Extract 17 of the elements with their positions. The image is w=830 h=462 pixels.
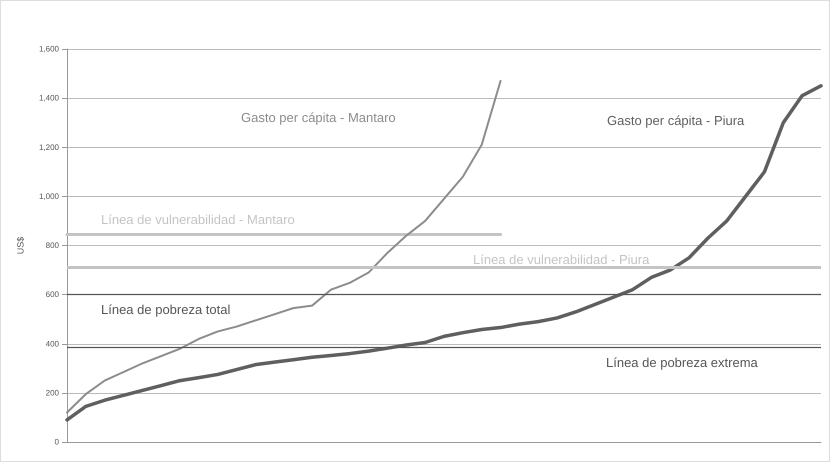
text: Gasto per cápita - Piura [607,113,746,128]
y-tick-label: 1,400 [38,94,60,103]
y-axis-title: US$ [16,236,26,254]
ref-line-label: Línea de pobreza extrema [606,355,759,370]
y-tick-label: 600 [46,290,60,300]
y-tick-label: 1,200 [38,142,60,152]
ref-line-label: Línea de pobreza total [101,302,230,317]
y-tick-label: 1,000 [38,192,60,201]
y-tick-label: 400 [46,339,60,348]
ref-line-label: Línea de vulnerabilidad - Piura [473,252,650,267]
line-series [65,84,823,422]
y-tick-label: 800 [46,241,60,250]
y-tick-label: 0 [54,438,60,446]
series-label: Línea de vulnerabilidad - Mantaro [101,212,295,227]
y-tick-label: 1,600 [38,44,60,54]
text: Gasto per cápita - Mantaro [241,110,396,125]
y-tick-label: 200 [46,388,60,398]
